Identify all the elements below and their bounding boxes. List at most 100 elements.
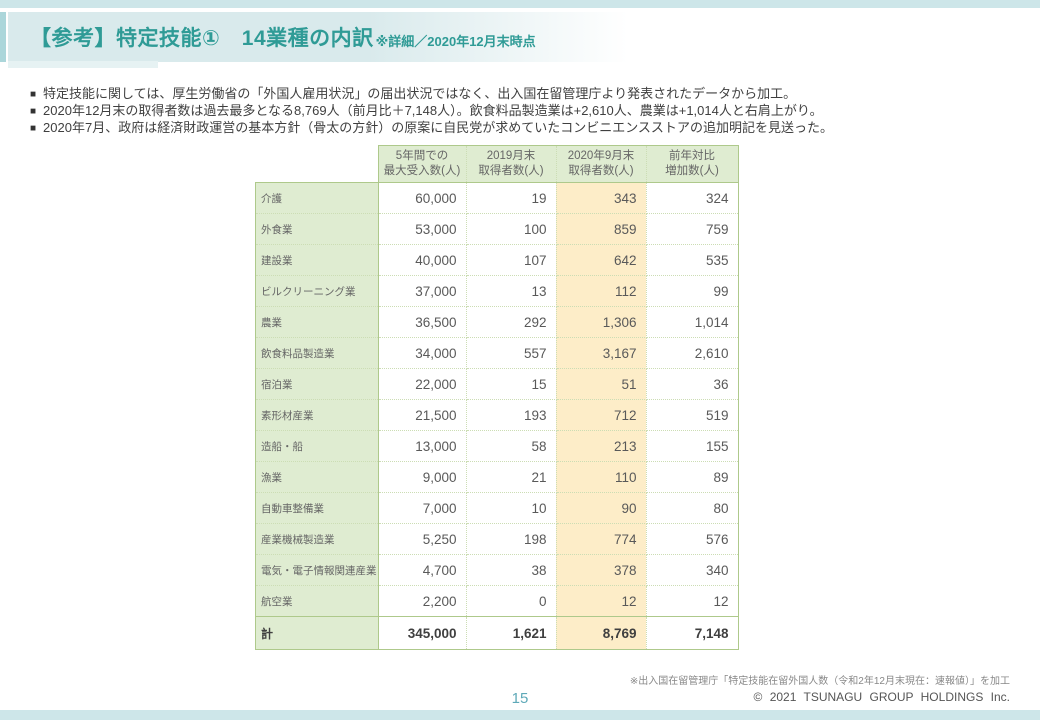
bottom-border-strip — [0, 710, 1040, 720]
value-cell: 5,250 — [377, 523, 467, 555]
table-row: 造船・船 13,000 58 213 155 — [255, 430, 739, 462]
value-cell: 21,500 — [377, 399, 467, 431]
copyright: © 2021 TSUNAGU GROUP HOLDINGS Inc. — [753, 690, 1010, 704]
value-cell: 557 — [465, 337, 557, 369]
bullet-text: 2020年12月末の取得者数は過去最多となる8,769人（前月比＋7,148人）… — [43, 103, 823, 118]
value-cell: 12 — [645, 585, 739, 617]
value-cell: 292 — [465, 306, 557, 338]
value-cell: 2,610 — [645, 337, 739, 369]
value-cell: 7,000 — [377, 492, 467, 524]
column-header: 前年対比増加数(人) — [645, 145, 739, 183]
table-row: 飲食料品製造業 34,000 557 3,167 2,610 — [255, 337, 739, 369]
column-header-line2: 増加数(人) — [665, 165, 719, 177]
row-label: 飲食料品製造業 — [255, 337, 379, 369]
bullet-marker: ■ — [30, 89, 37, 100]
value-cell: 1,621 — [465, 616, 557, 650]
title-underline-accent — [8, 61, 158, 68]
value-cell: 100 — [465, 213, 557, 245]
table-row: 宿泊業 22,000 15 51 36 — [255, 368, 739, 400]
value-cell: 110 — [555, 461, 647, 493]
page-number: 15 — [511, 690, 529, 707]
table-row: ビルクリーニング業 37,000 13 112 99 — [255, 275, 739, 307]
value-cell: 155 — [645, 430, 739, 462]
row-label: 電気・電子情報関連産業 — [255, 554, 379, 586]
column-header-line1: 前年対比 — [669, 150, 715, 162]
value-cell: 759 — [645, 213, 739, 245]
bullet-item: ■ 特定技能に関しては、厚生労働省の「外国人雇用状況」の届出状況ではなく、出入国在… — [30, 86, 1020, 103]
column-header-line2: 取得者数(人) — [568, 165, 634, 177]
table-row: 外食業 53,000 100 859 759 — [255, 213, 739, 245]
row-label: 航空業 — [255, 585, 379, 617]
value-cell: 340 — [645, 554, 739, 586]
table-row: 漁業 9,000 21 110 89 — [255, 461, 739, 493]
value-cell: 1,306 — [555, 306, 647, 338]
value-cell: 193 — [465, 399, 557, 431]
row-label: 外食業 — [255, 213, 379, 245]
value-cell: 53,000 — [377, 213, 467, 245]
row-label: 計 — [255, 616, 379, 650]
table-row: 素形材産業 21,500 193 712 519 — [255, 399, 739, 431]
value-cell: 22,000 — [377, 368, 467, 400]
value-cell: 3,167 — [555, 337, 647, 369]
value-cell: 99 — [645, 275, 739, 307]
value-cell: 4,700 — [377, 554, 467, 586]
value-cell: 80 — [645, 492, 739, 524]
value-cell: 345,000 — [377, 616, 467, 650]
row-label: 造船・船 — [255, 430, 379, 462]
value-cell: 15 — [465, 368, 557, 400]
row-label: 建設業 — [255, 244, 379, 276]
column-header-line1: 5年間での — [395, 150, 449, 162]
column-header: 5年間での最大受入数(人) — [377, 145, 467, 183]
value-cell: 324 — [645, 182, 739, 214]
row-label: ビルクリーニング業 — [255, 275, 379, 307]
value-cell: 51 — [555, 368, 647, 400]
table-corner-cell — [255, 145, 378, 183]
value-cell: 519 — [645, 399, 739, 431]
row-label: 素形材産業 — [255, 399, 379, 431]
value-cell: 1,014 — [645, 306, 739, 338]
value-cell: 13,000 — [377, 430, 467, 462]
row-label: 介護 — [255, 182, 379, 214]
value-cell: 107 — [465, 244, 557, 276]
page-title-note: ※詳細／2020年12月末時点 — [375, 33, 536, 49]
value-cell: 7,148 — [645, 616, 739, 650]
table-body: 介護 60,000 19 343 324 外食業 53,000 100 859 759 建設業 40,… — [255, 182, 739, 650]
table-row: 建設業 40,000 107 642 535 — [255, 244, 739, 276]
value-cell: 198 — [465, 523, 557, 555]
table-row: 電気・電子情報関連産業 4,700 38 378 340 — [255, 554, 739, 586]
value-cell: 90 — [555, 492, 647, 524]
value-cell: 712 — [555, 399, 647, 431]
value-cell: 60,000 — [377, 182, 467, 214]
value-cell: 8,769 — [555, 616, 647, 650]
row-label: 農業 — [255, 306, 379, 338]
value-cell: 37,000 — [377, 275, 467, 307]
value-cell: 576 — [645, 523, 739, 555]
bullet-item: ■ 2020年7月、政府は経済財政運営の基本方針（骨太の方針）の原案に自民党が求め… — [30, 120, 1020, 137]
table-row: 介護 60,000 19 343 324 — [255, 182, 739, 214]
table-row: 航空業 2,200 0 12 12 — [255, 585, 739, 617]
bullet-list: ■ 特定技能に関しては、厚生労働省の「外国人雇用状況」の届出状況ではなく、出入国在… — [30, 86, 1020, 137]
column-header-line1: 2020年9月末 — [567, 150, 635, 162]
top-border-strip — [0, 0, 1040, 8]
value-cell: 535 — [645, 244, 739, 276]
column-header-line2: 取得者数(人) — [478, 165, 544, 177]
table-header-row: 5年間での 最大受入数(人) 2019月末 取得者数(人) 2020年9月末 取得者数(人… — [255, 145, 739, 183]
bullet-text: 2020年7月、政府は経済財政運営の基本方針（骨太の方針）の原案に自民党が求めて… — [43, 120, 833, 135]
value-cell: 89 — [645, 461, 739, 493]
value-cell: 0 — [465, 585, 557, 617]
row-label: 宿泊業 — [255, 368, 379, 400]
header-left-accent — [0, 12, 6, 62]
value-cell: 13 — [465, 275, 557, 307]
industry-table-wrap: 5年間での 最大受入数(人) 2019月末 取得者数(人) 2020年9月末 取得者数(人… — [255, 145, 739, 650]
bullet-text: 特定技能に関しては、厚生労働省の「外国人雇用状況」の届出状況ではなく、出入国在留… — [43, 86, 797, 101]
header-band: 【参考】特定技能① 14業種の内訳 ※詳細／2020年12月末時点 — [8, 12, 1008, 62]
column-header-line1: 2019月末 — [486, 150, 536, 162]
column-header-line2: 最大受入数(人) — [383, 165, 461, 177]
value-cell: 112 — [555, 275, 647, 307]
value-cell: 21 — [465, 461, 557, 493]
column-header: 2019月末 取得者数(人) — [465, 145, 557, 183]
bullet-marker: ■ — [30, 123, 37, 134]
source-note: ※出入国在留管理庁「特定技能在留外国人数（令和2年12月末現在：速報値）」を加工 — [629, 676, 1010, 687]
table-row: 産業機械製造業 5,250 198 774 576 — [255, 523, 739, 555]
